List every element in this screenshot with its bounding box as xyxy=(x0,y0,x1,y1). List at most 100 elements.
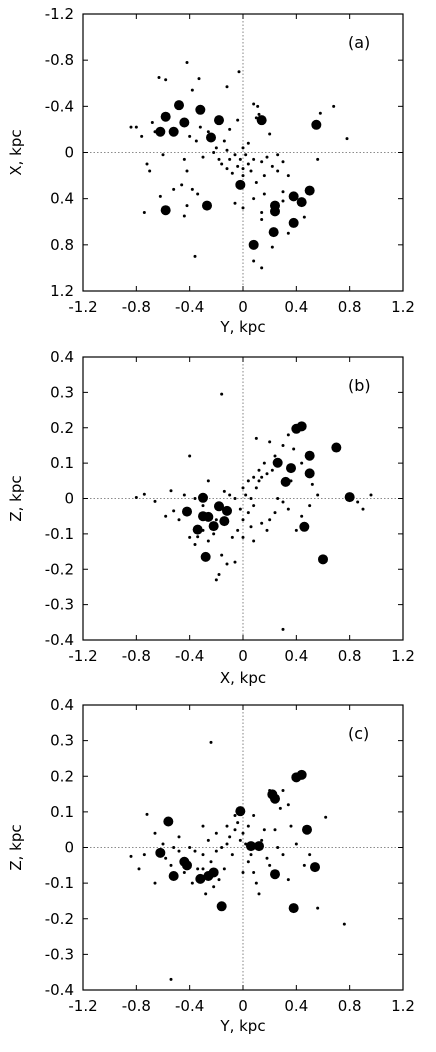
data-point-small xyxy=(209,860,213,864)
data-point-small xyxy=(241,486,245,490)
data-point-small xyxy=(157,75,161,79)
data-point-small xyxy=(270,164,274,168)
data-point-large xyxy=(286,463,296,474)
data-point-small xyxy=(164,514,168,518)
data-point-small xyxy=(225,85,229,89)
data-point-small xyxy=(260,211,264,215)
data-point-small xyxy=(169,977,173,981)
data-point-small xyxy=(230,535,234,539)
data-point-small xyxy=(300,514,304,518)
data-point-small xyxy=(212,151,216,154)
data-point-small xyxy=(281,199,285,203)
data-point-small xyxy=(206,539,210,543)
data-point-small xyxy=(273,828,277,832)
data-point-small xyxy=(177,835,181,839)
x-tick-label: -0.4 xyxy=(175,647,204,665)
y-tick-label: -0.1 xyxy=(45,525,74,543)
data-point-large xyxy=(311,119,322,130)
x-tick-label: -0.4 xyxy=(175,997,204,1015)
x-tick-label: -0.8 xyxy=(122,647,151,665)
y-tick-label: 0.4 xyxy=(50,348,74,366)
y-tick-label: 1.2 xyxy=(50,282,74,300)
data-point-small xyxy=(286,231,290,235)
data-point-large xyxy=(331,442,342,453)
x-tick-label: -0.8 xyxy=(122,997,151,1015)
data-point-small xyxy=(153,881,157,885)
data-point-small xyxy=(140,134,144,138)
data-point-large xyxy=(202,200,212,211)
data-point-small xyxy=(206,479,210,483)
data-point-small xyxy=(254,486,258,490)
data-point-small xyxy=(260,266,264,270)
panel-label: (c) xyxy=(348,724,369,743)
data-point-large xyxy=(288,217,299,228)
data-point-small xyxy=(185,169,189,173)
data-point-small xyxy=(225,148,229,152)
data-point-small xyxy=(286,878,290,882)
y-axis-label: Z, kpc xyxy=(7,824,25,870)
data-point-large xyxy=(270,869,280,880)
data-point-small xyxy=(241,870,245,874)
data-point-small xyxy=(225,842,229,846)
data-point-large xyxy=(219,516,230,527)
data-point-small xyxy=(237,70,241,74)
data-point-small xyxy=(233,497,237,500)
x-tick-label: -1.2 xyxy=(68,647,97,665)
data-point-small xyxy=(281,190,285,194)
data-point-small xyxy=(244,493,248,497)
data-point-small xyxy=(193,849,197,853)
data-point-small xyxy=(281,853,285,857)
data-point-small xyxy=(225,824,229,828)
data-point-small xyxy=(262,461,266,465)
data-point-large xyxy=(200,551,211,562)
data-point-small xyxy=(324,815,328,819)
data-point-small xyxy=(281,627,285,631)
panel-1: -1.2 -0.8 -0.4 0 0.4 0.8 1.2-1.2-0.8-0.400.40.… xyxy=(7,5,415,336)
y-tick-label: -0.2 xyxy=(45,910,74,928)
data-point-small xyxy=(158,194,162,198)
data-point-small xyxy=(182,870,186,874)
data-point-small xyxy=(281,500,285,504)
y-tick-label: -0.4 xyxy=(45,97,74,115)
data-point-small xyxy=(281,789,285,792)
data-point-small xyxy=(252,813,256,817)
data-point-small xyxy=(188,846,192,849)
x-tick-label: 0.8 xyxy=(338,997,362,1015)
data-point-small xyxy=(196,535,200,539)
data-point-small xyxy=(217,157,221,161)
data-point-small xyxy=(222,867,226,871)
data-point-small xyxy=(281,443,285,447)
y-tick-label: 0.3 xyxy=(50,383,74,401)
data-point-small xyxy=(228,835,232,839)
data-point-large xyxy=(168,871,179,881)
data-point-small xyxy=(273,454,277,458)
data-point-small xyxy=(190,187,194,191)
data-point-small xyxy=(148,169,152,173)
data-point-small xyxy=(196,192,200,196)
data-point-small xyxy=(260,217,264,221)
x-axis-label: Y, kpc xyxy=(219,318,265,336)
data-point-small xyxy=(225,167,229,171)
data-point-small xyxy=(161,842,165,846)
data-point-small xyxy=(244,153,248,157)
data-point-small xyxy=(164,856,168,860)
data-point-small xyxy=(206,838,210,842)
data-point-small xyxy=(236,821,240,825)
data-point-small xyxy=(185,60,189,64)
data-point-small xyxy=(153,499,157,503)
data-point-large xyxy=(179,117,190,128)
data-point-large xyxy=(248,239,259,250)
data-point-small xyxy=(252,259,256,263)
data-point-small xyxy=(246,162,250,166)
x-axis-label: X, kpc xyxy=(220,669,266,687)
data-point-small xyxy=(185,204,189,208)
data-point-small xyxy=(182,157,186,161)
x-tick-label: 0 xyxy=(238,647,248,665)
data-point-small xyxy=(222,139,226,143)
y-tick-label: -0.4 xyxy=(45,981,74,999)
data-point-small xyxy=(310,482,314,486)
data-point-small xyxy=(177,518,181,522)
data-point-small xyxy=(180,183,184,187)
data-point-small xyxy=(172,187,176,191)
data-point-small xyxy=(273,511,277,515)
